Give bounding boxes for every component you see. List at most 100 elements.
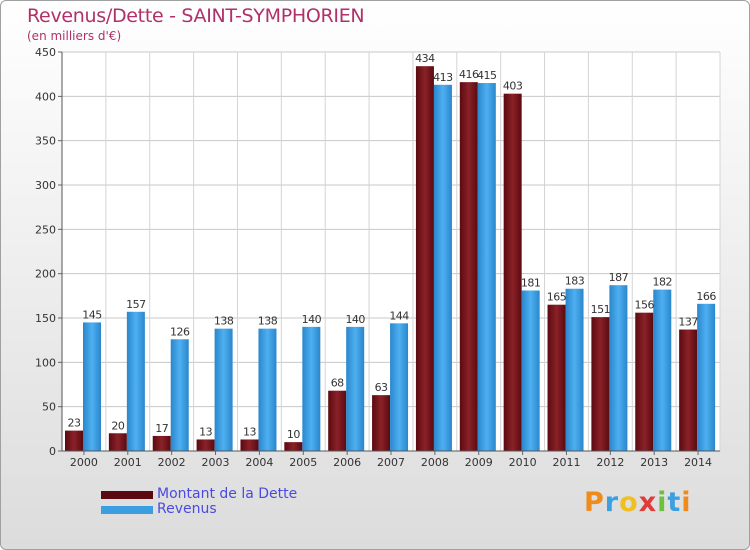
x-tick-label: 2000 (70, 456, 98, 469)
data-label-revenue: 166 (696, 290, 716, 303)
x-tick-label: 2012 (596, 456, 624, 469)
bar-revenue (302, 326, 321, 451)
bar-revenue (653, 289, 672, 451)
logo-letter: o (619, 487, 639, 518)
logo-letter: i (657, 487, 668, 518)
data-label-revenue: 415 (477, 69, 497, 82)
bar-debt (547, 304, 566, 451)
data-label-debt: 23 (68, 417, 81, 430)
data-label-revenue: 138 (258, 315, 278, 328)
bar-debt (372, 395, 391, 451)
y-tick-label: 250 (35, 223, 56, 236)
bar-debt (108, 433, 127, 451)
bar-revenue (83, 322, 101, 451)
bar-debt (152, 435, 171, 451)
bar-debt (635, 312, 654, 451)
data-label-revenue: 140 (302, 313, 322, 326)
data-label-revenue: 145 (82, 308, 102, 321)
bar-debt (679, 329, 698, 451)
bar-revenue (258, 328, 277, 451)
data-label-debt: 403 (503, 80, 523, 93)
legend-label-revenue: Revenus (157, 501, 217, 517)
data-label-debt: 17 (155, 422, 168, 435)
y-tick-label: 200 (35, 268, 56, 281)
data-label-debt: 151 (591, 303, 611, 316)
data-label-debt: 165 (547, 291, 567, 304)
chart-subtitle: (en milliers d'€) (27, 29, 122, 43)
y-tick-label: 50 (42, 401, 56, 414)
data-label-debt: 68 (331, 377, 344, 390)
data-label-debt: 20 (111, 419, 124, 432)
data-label-revenue: 182 (653, 276, 673, 289)
data-label-debt: 63 (375, 381, 388, 394)
y-tick-label: 100 (35, 356, 56, 369)
y-tick-label: 350 (35, 135, 56, 148)
chart-title: Revenus/Dette - SAINT-SYMPHORIEN (27, 5, 365, 27)
bar-revenue (126, 311, 145, 451)
data-label-revenue: 138 (214, 315, 234, 328)
proxiti-logo: Proxiti (584, 487, 692, 518)
x-tick-label: 2004 (245, 456, 273, 469)
x-tick-label: 2002 (158, 456, 186, 469)
bar-revenue (477, 83, 496, 452)
legend-swatch-revenue (101, 506, 153, 514)
bar-revenue (609, 285, 628, 451)
bar-debt (591, 317, 610, 451)
x-tick-label: 2001 (114, 456, 142, 469)
data-label-debt: 416 (459, 68, 479, 81)
bar-revenue (697, 303, 716, 451)
x-tick-label: 2007 (377, 456, 405, 469)
bar-debt (240, 439, 259, 451)
bar-debt (284, 442, 303, 451)
bar-revenue (521, 290, 540, 451)
bar-debt (459, 82, 478, 451)
legend-label-debt: Montant de la Dette (157, 486, 298, 502)
logo-letter: r (604, 487, 620, 518)
data-label-debt: 13 (199, 425, 212, 438)
bar-revenue (170, 339, 189, 451)
legend-swatch-debt (101, 491, 153, 499)
data-label-revenue: 413 (433, 71, 453, 84)
bar-revenue (214, 328, 233, 451)
data-label-revenue: 140 (345, 313, 365, 326)
bar-revenue (346, 326, 365, 451)
x-tick-label: 2005 (289, 456, 317, 469)
data-label-revenue: 183 (565, 275, 585, 288)
bar-revenue (390, 323, 409, 451)
logo-letter: i (681, 487, 692, 518)
x-tick-label: 2009 (465, 456, 493, 469)
bar-debt (503, 93, 522, 451)
data-label-debt: 10 (287, 428, 300, 441)
x-tick-label: 2010 (509, 456, 537, 469)
y-tick-label: 400 (35, 90, 56, 103)
data-label-revenue: 181 (521, 277, 541, 290)
x-tick-label: 2006 (333, 456, 361, 469)
logo-letter: x (638, 487, 658, 518)
y-tick-label: 300 (35, 179, 56, 192)
x-tick-label: 2014 (684, 456, 712, 469)
data-label-debt: 13 (243, 425, 256, 438)
data-label-revenue: 144 (389, 309, 409, 322)
y-tick-label: 150 (35, 312, 56, 325)
data-label-revenue: 187 (609, 271, 629, 284)
bar-revenue (565, 288, 584, 451)
x-tick-label: 2008 (421, 456, 449, 469)
x-tick-label: 2013 (640, 456, 668, 469)
bar-debt (415, 66, 434, 451)
data-label-revenue: 157 (126, 298, 146, 311)
y-tick-label: 450 (35, 46, 56, 59)
bar-debt (328, 390, 347, 451)
data-label-debt: 156 (635, 299, 655, 312)
data-label-debt: 137 (678, 316, 698, 329)
logo-letter: t (667, 487, 682, 518)
bar-debt (65, 430, 83, 451)
x-tick-label: 2003 (202, 456, 230, 469)
data-label-revenue: 126 (170, 325, 190, 338)
logo-letter: P (584, 487, 605, 518)
data-label-debt: 434 (415, 52, 435, 65)
bar-revenue (433, 84, 452, 451)
x-tick-label: 2011 (552, 456, 580, 469)
y-tick-label: 0 (49, 445, 56, 458)
